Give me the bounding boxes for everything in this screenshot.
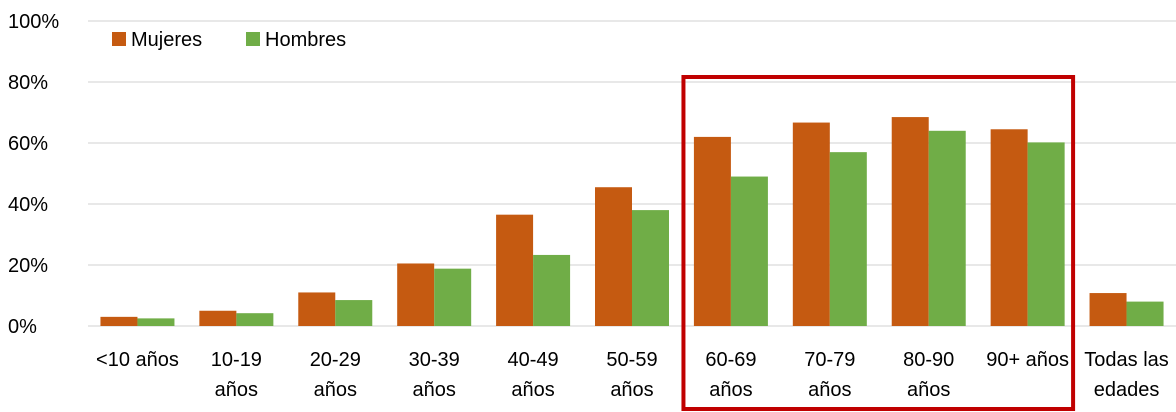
legend-label-mujeres: Mujeres (131, 29, 202, 51)
x-tick-label: 20-29 años (310, 349, 361, 401)
x-tick-label: 90+ años (986, 349, 1069, 371)
highlight-rectangle (681, 75, 1076, 411)
y-tick-label: 100% (8, 11, 59, 33)
bar-mujeres (397, 263, 435, 326)
y-tick-label: 60% (8, 133, 48, 155)
bar-hombres (928, 130, 966, 326)
bar-mujeres (1089, 293, 1127, 326)
x-tick-label: 50-59 años (606, 349, 657, 401)
x-axis-labels: <10 años 10-19 años 20-29 años 30-39 años 40-49… (96, 349, 1169, 401)
bar-hombres (632, 210, 669, 326)
highlight-box (681, 75, 1076, 411)
x-tick-label: 30-39 años (409, 349, 460, 401)
y-tick-label: 80% (8, 72, 48, 94)
bar-hombres (335, 300, 373, 326)
bar-hombres (829, 152, 867, 326)
bar-hombres (1027, 142, 1065, 326)
bar-mujeres (100, 316, 138, 326)
bar-hombres (236, 313, 274, 326)
legend-label-hombres: Hombres (265, 29, 346, 51)
bar-mujeres (199, 310, 237, 326)
legend-swatch-mujeres (112, 32, 126, 46)
legend: Mujeres Hombres (112, 29, 346, 51)
bar-hombres (434, 268, 472, 326)
bar-mujeres (693, 136, 731, 326)
bar-mujeres (298, 292, 336, 326)
x-tick-label: 80-90 años (903, 349, 954, 401)
x-tick-label: 70-79 años (804, 349, 855, 401)
legend-swatch-hombres (246, 32, 260, 46)
bar-mujeres (595, 187, 632, 326)
y-tick-label: 0% (8, 316, 37, 338)
x-tick-label: 10-19 años (211, 349, 262, 401)
bar-hombres (533, 254, 571, 326)
y-tick-label: 40% (8, 194, 48, 216)
x-tick-label: <10 años (96, 349, 179, 371)
x-tick-label: Todas las edades (1084, 349, 1169, 401)
y-tick-label: 20% (8, 255, 48, 277)
y-axis-ticks: 0% 20% 40% 60% 80% 100% (8, 11, 59, 338)
bar-hombres (730, 176, 768, 326)
x-tick-label: 40-49 años (508, 349, 559, 401)
bar-mujeres (496, 214, 534, 326)
bar-hombres (137, 318, 175, 326)
bar-mujeres (891, 117, 929, 326)
x-tick-label: 60-69 años (705, 349, 756, 401)
bar-hombres (1126, 301, 1164, 326)
bar-mujeres (792, 122, 830, 326)
bar-mujeres (990, 129, 1028, 326)
bars (100, 117, 1164, 326)
